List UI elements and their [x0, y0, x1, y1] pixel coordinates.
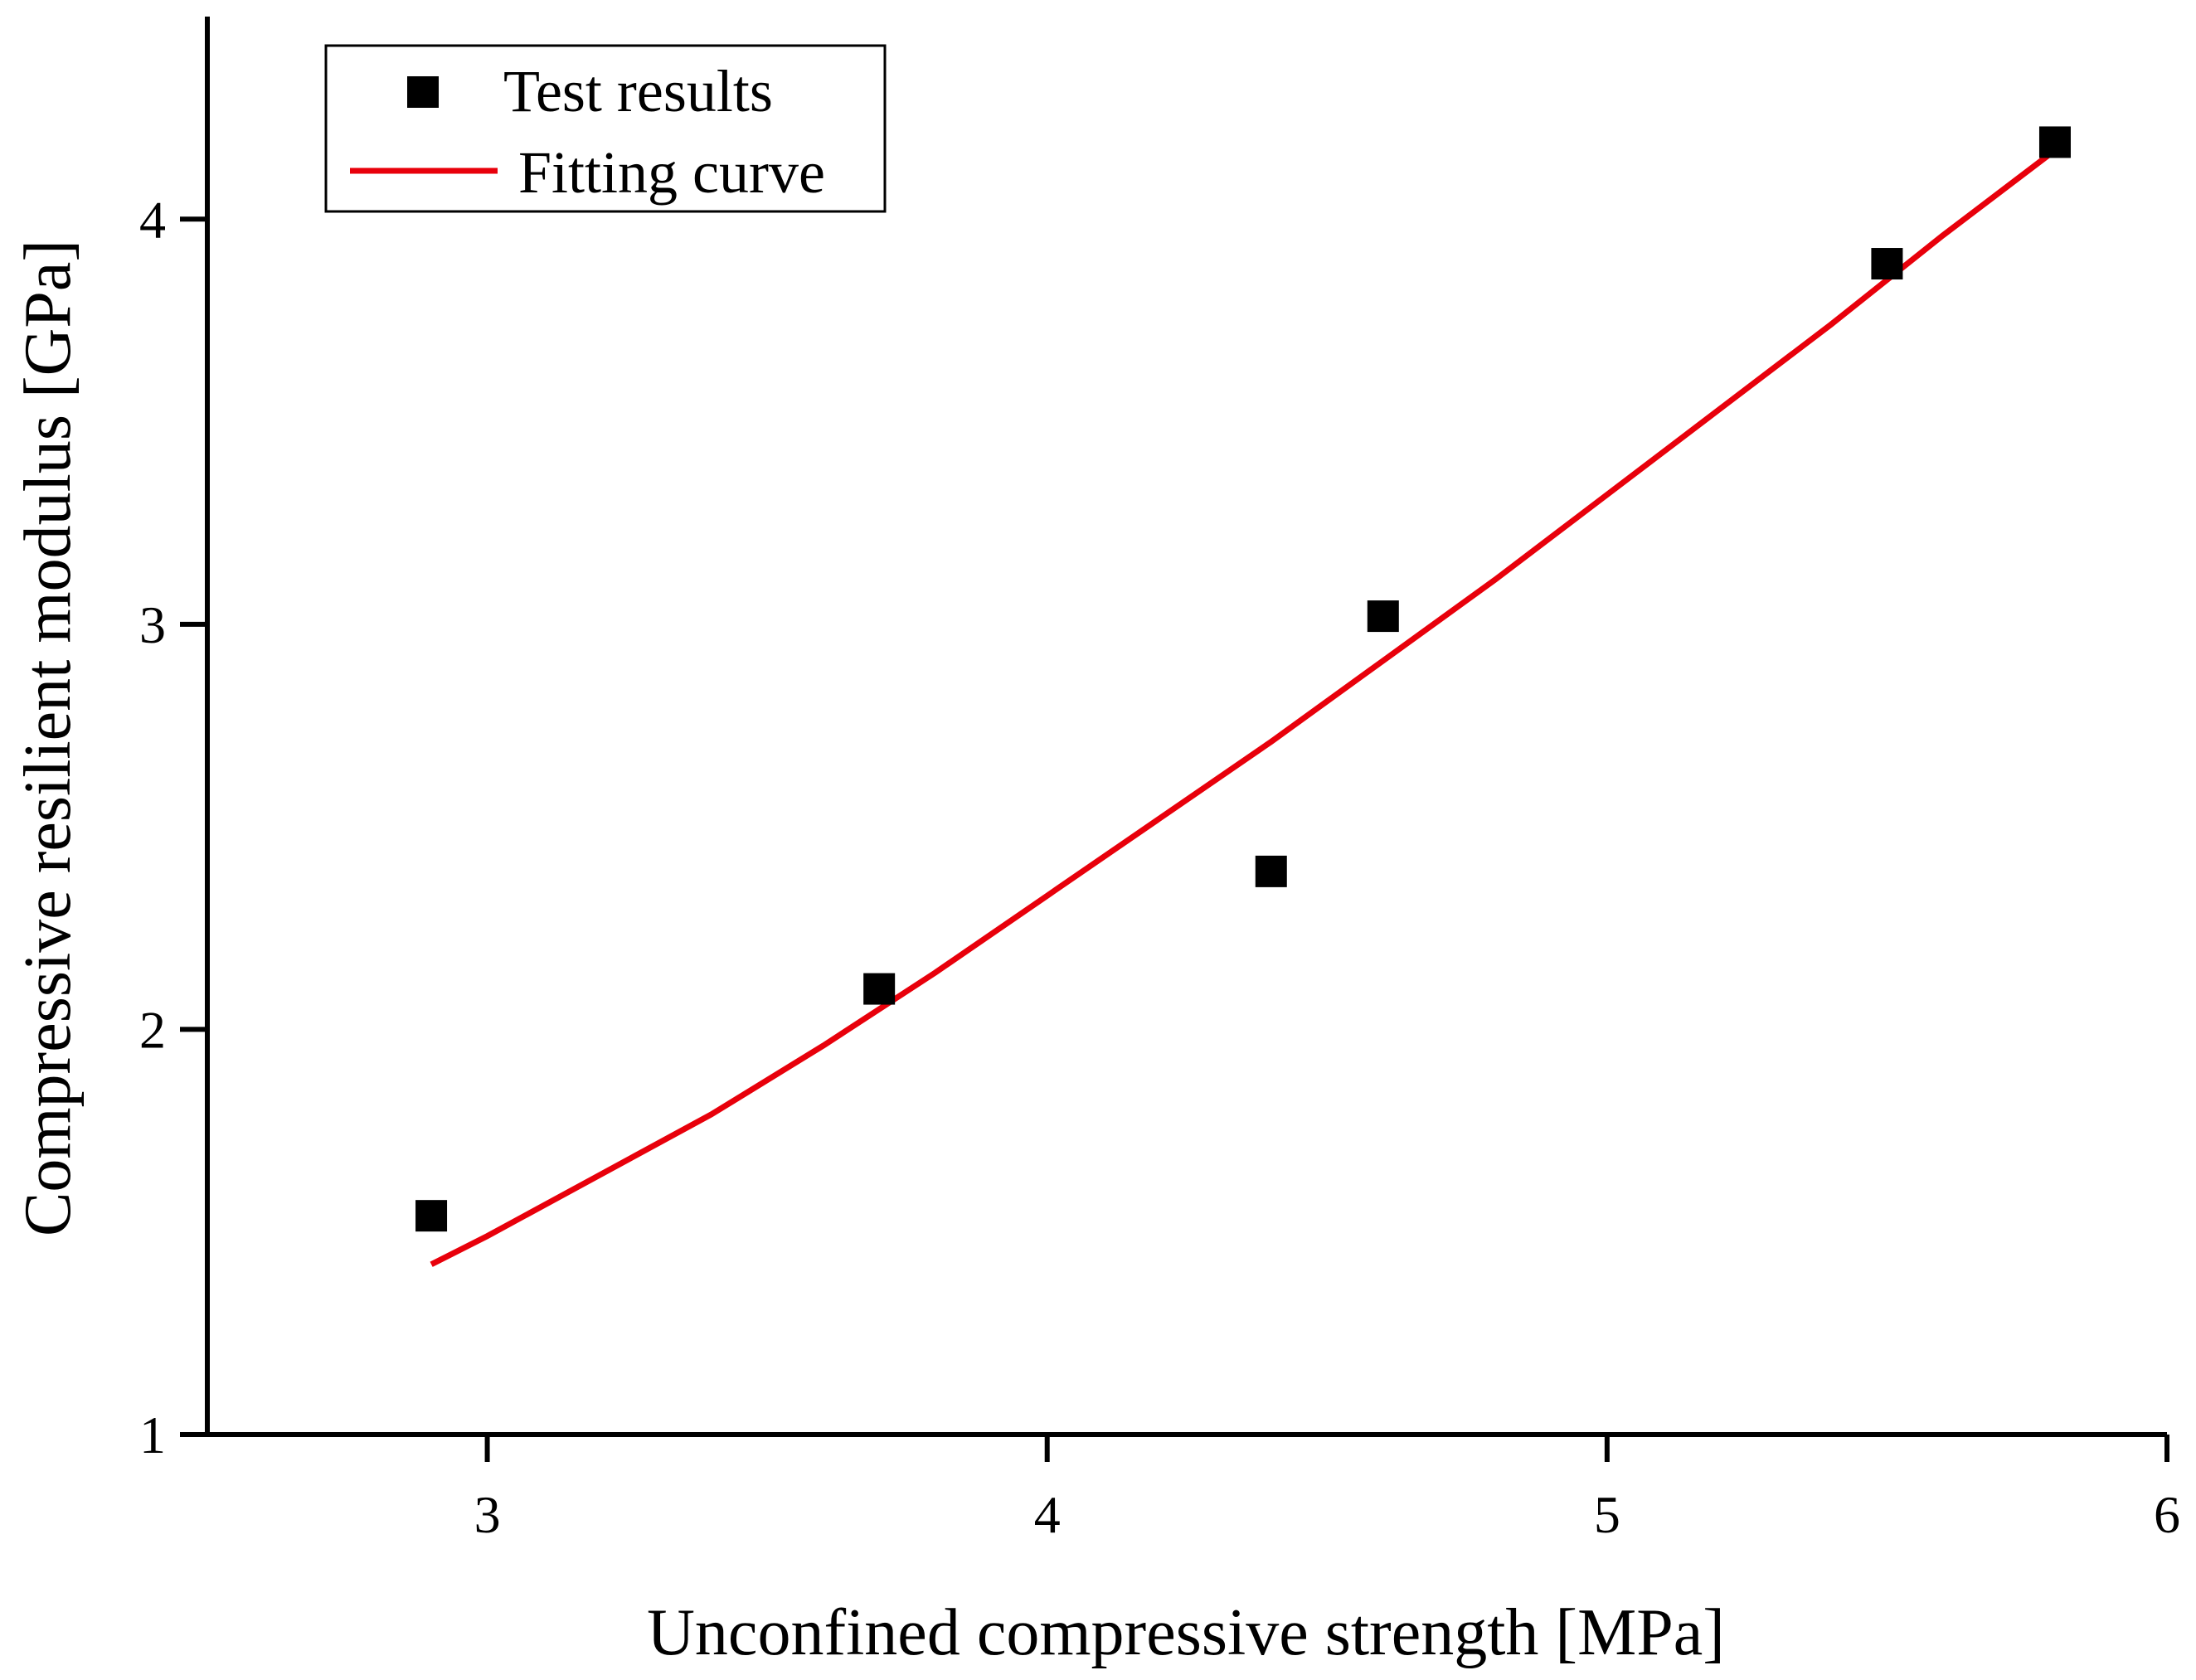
y-tick-label-2: 3 [139, 595, 166, 654]
y-tick-label-3: 4 [139, 190, 166, 249]
y-axis-ticks: 1 2 3 4 [139, 190, 207, 1464]
fitting-curve-line [430, 148, 2058, 1267]
x-tick-label-0: 3 [474, 1485, 501, 1544]
x-tick-label-1: 4 [1034, 1485, 1061, 1544]
test-results-markers [415, 126, 2071, 1232]
legend-box [324, 44, 887, 213]
test-result-point-1 [863, 973, 896, 1005]
test-result-point-0 [415, 1200, 448, 1232]
y-axis-title: Compressive resilient modulus [GPa] [12, 240, 85, 1236]
x-tick-label-2: 5 [1594, 1485, 1620, 1544]
y-tick-label-0: 1 [139, 1406, 166, 1464]
test-result-point-5 [2038, 126, 2071, 158]
legend-label-fitting-curve: Fitting curve [518, 139, 825, 206]
x-tick-label-3: 6 [2154, 1485, 2180, 1544]
y-tick-label-1: 2 [139, 1000, 166, 1059]
test-result-point-3 [1367, 600, 1399, 633]
test-result-point-4 [1871, 248, 1903, 280]
legend-label-test-results: Test results [503, 58, 773, 124]
test-result-point-2 [1255, 855, 1287, 887]
x-axis-title: Unconfined compressive strength [MPa] [647, 1596, 1725, 1669]
x-axis-ticks: 3 4 5 6 [474, 1435, 2180, 1544]
legend: Test results Fitting curve [324, 44, 887, 213]
legend-marker-test-results [407, 76, 439, 108]
